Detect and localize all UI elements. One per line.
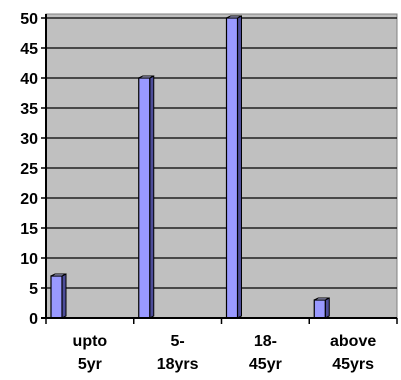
x-category-label: 18yrs — [157, 356, 199, 373]
x-category-label: 5yr — [78, 356, 102, 373]
x-axis-category-labels: upto 5yr 5- 18yrs 18- 45yr above 45yrs — [73, 333, 377, 373]
x-category-label: 45yr — [249, 356, 282, 373]
plot-background — [45, 13, 398, 319]
x-category-label: 45yrs — [332, 356, 374, 373]
bar-side — [324, 297, 330, 319]
plot-area — [45, 13, 398, 319]
y-tick-label: 35 — [20, 101, 38, 118]
bar-front — [50, 275, 63, 319]
x-category-label: upto — [73, 333, 108, 350]
y-tick-label: 40 — [20, 71, 38, 88]
x-category-label: 18- — [254, 333, 277, 350]
axes — [41, 14, 398, 324]
y-tick-label: 15 — [20, 221, 38, 238]
x-category-label: above — [330, 333, 376, 350]
bar — [138, 75, 155, 319]
y-tick-label: 20 — [20, 191, 38, 208]
bar-front — [138, 77, 151, 319]
y-tick-label: 25 — [20, 161, 38, 178]
y-axis-tick-labels: 0 5 10 15 20 25 30 35 40 45 50 — [20, 11, 38, 328]
bar — [225, 15, 242, 319]
y-tick-label: 5 — [29, 281, 38, 298]
bar — [313, 297, 330, 319]
bar-side — [237, 15, 242, 319]
y-tick-label: 50 — [20, 11, 38, 28]
y-tick-label: 45 — [20, 41, 38, 58]
bar — [50, 273, 67, 319]
gridlines — [46, 17, 397, 289]
bars — [50, 15, 330, 319]
x-category-label: 5- — [171, 333, 185, 350]
bar-front — [313, 299, 326, 319]
y-tick-label: 30 — [20, 131, 38, 148]
bar-front — [225, 17, 239, 319]
y-tick-label: 0 — [29, 311, 38, 328]
y-tick-label: 10 — [20, 251, 38, 268]
bar-side — [149, 75, 155, 319]
